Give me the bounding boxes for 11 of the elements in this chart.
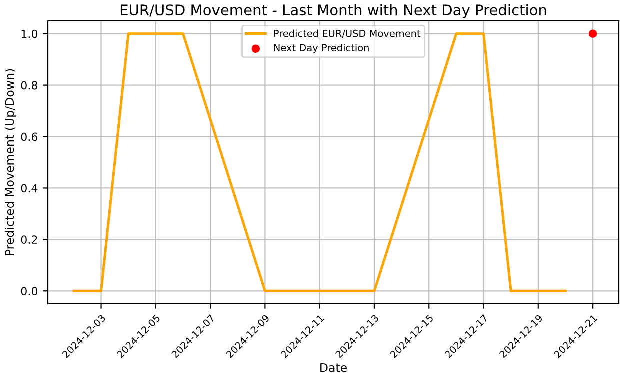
- y-tick-label: 0.2: [21, 236, 38, 244]
- y-tick-label: 0.4: [21, 184, 38, 193]
- x-axis-title: Date: [320, 363, 347, 372]
- y-tick-label: 0.8: [21, 81, 38, 90]
- y-tick-label: 0.6: [21, 132, 38, 142]
- legend-label: Predicted EUR/USD Movement: [274, 30, 421, 38]
- y-axis-title: Predicted Movement (Up/Down): [5, 69, 16, 256]
- legend-label: Next Day Prediction: [274, 44, 369, 54]
- y-tick-label: 1.0: [22, 30, 38, 38]
- chart-title: EUR/USD Movement - Last Month with Next Day Prediction: [120, 4, 546, 18]
- y-tick-label: 0.0: [21, 287, 38, 296]
